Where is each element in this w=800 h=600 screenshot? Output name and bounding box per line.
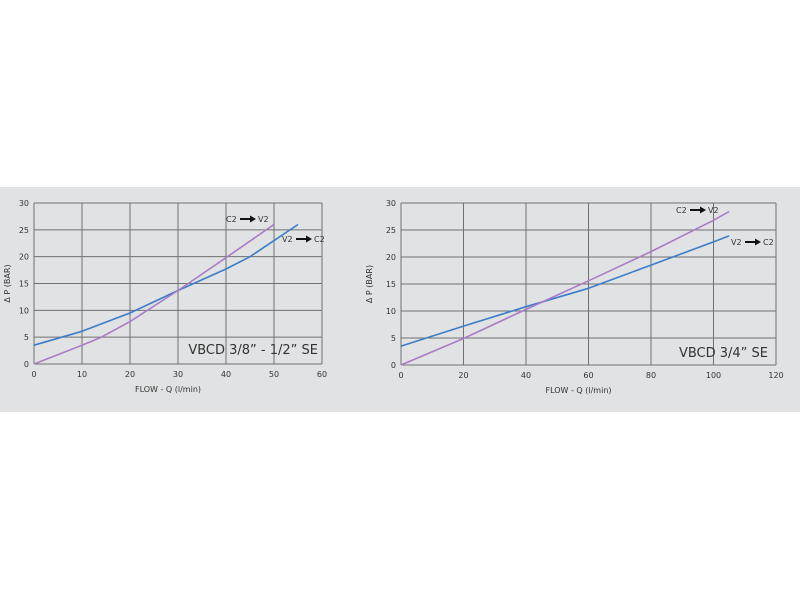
chart-title: VBCD 3/8” - 1/2” SE [188, 343, 318, 358]
x-tick-label: 0 [398, 371, 403, 380]
y-tick-label: 5 [24, 333, 29, 342]
x-tick-label: 60 [583, 371, 593, 380]
y-tick-label: 0 [391, 361, 396, 370]
y-tick-label: 30 [19, 199, 29, 208]
y-tick-label: 15 [19, 280, 29, 289]
chart-title: VBCD 3/4” SE [679, 346, 768, 361]
series-line-v2-c2 [33, 223, 299, 346]
chart-1: 0 10 20 30 40 50 60 0 5 10 15 20 25 30 FLOW - Q (l/min… [3, 199, 327, 394]
x-tick-label: 30 [173, 370, 183, 379]
y-tick-label: 15 [386, 280, 396, 289]
x-axis-label: FLOW - Q (l/min) [545, 386, 611, 395]
y-tick-label: 5 [391, 334, 396, 343]
series-label: C2 [314, 235, 325, 244]
y-tick-label: 25 [19, 226, 29, 235]
y-tick-label: 10 [19, 306, 29, 315]
x-tick-label: 20 [125, 370, 135, 379]
series-label: V2 [258, 215, 269, 224]
series-label: C2 [763, 238, 774, 247]
x-tick-label: 0 [31, 370, 36, 379]
series-label: C2 [226, 215, 237, 224]
y-axis-label: Δ P (BAR) [365, 265, 374, 303]
series-label: V2 [708, 206, 719, 215]
x-tick-label: 50 [269, 370, 279, 379]
chart-2: 0 20 40 60 80 100 120 0 5 10 15 20 25 30 FLOW - Q (l/m… [365, 199, 784, 395]
series-label: V2 [282, 235, 293, 244]
x-tick-label: 120 [768, 371, 783, 380]
series-line-v2-c2 [400, 235, 730, 347]
y-tick-label: 20 [19, 253, 29, 262]
x-tick-label: 40 [221, 370, 231, 379]
x-tick-label: 100 [706, 371, 721, 380]
x-tick-label: 20 [458, 371, 468, 380]
x-tick-label: 80 [646, 371, 656, 380]
x-tick-label: 60 [317, 370, 327, 379]
series-line-c2-v2 [400, 210, 730, 366]
x-axis-label: FLOW - Q (l/min) [135, 385, 201, 394]
y-tick-label: 25 [386, 226, 396, 235]
arrow-head-icon [755, 238, 761, 246]
x-tick-label: 40 [521, 371, 531, 380]
arrow-head-icon [306, 235, 312, 243]
series-label: C2 [676, 206, 687, 215]
arrow-head-icon [700, 206, 706, 214]
chart-panel [0, 187, 800, 412]
y-tick-label: 20 [386, 253, 396, 262]
y-tick-label: 10 [386, 307, 396, 316]
series-label: V2 [731, 238, 742, 247]
y-axis-label: Δ P (BAR) [3, 264, 12, 302]
y-tick-label: 0 [24, 360, 29, 369]
arrow-head-icon [250, 215, 256, 223]
x-tick-label: 10 [77, 370, 87, 379]
y-tick-label: 30 [386, 199, 396, 208]
